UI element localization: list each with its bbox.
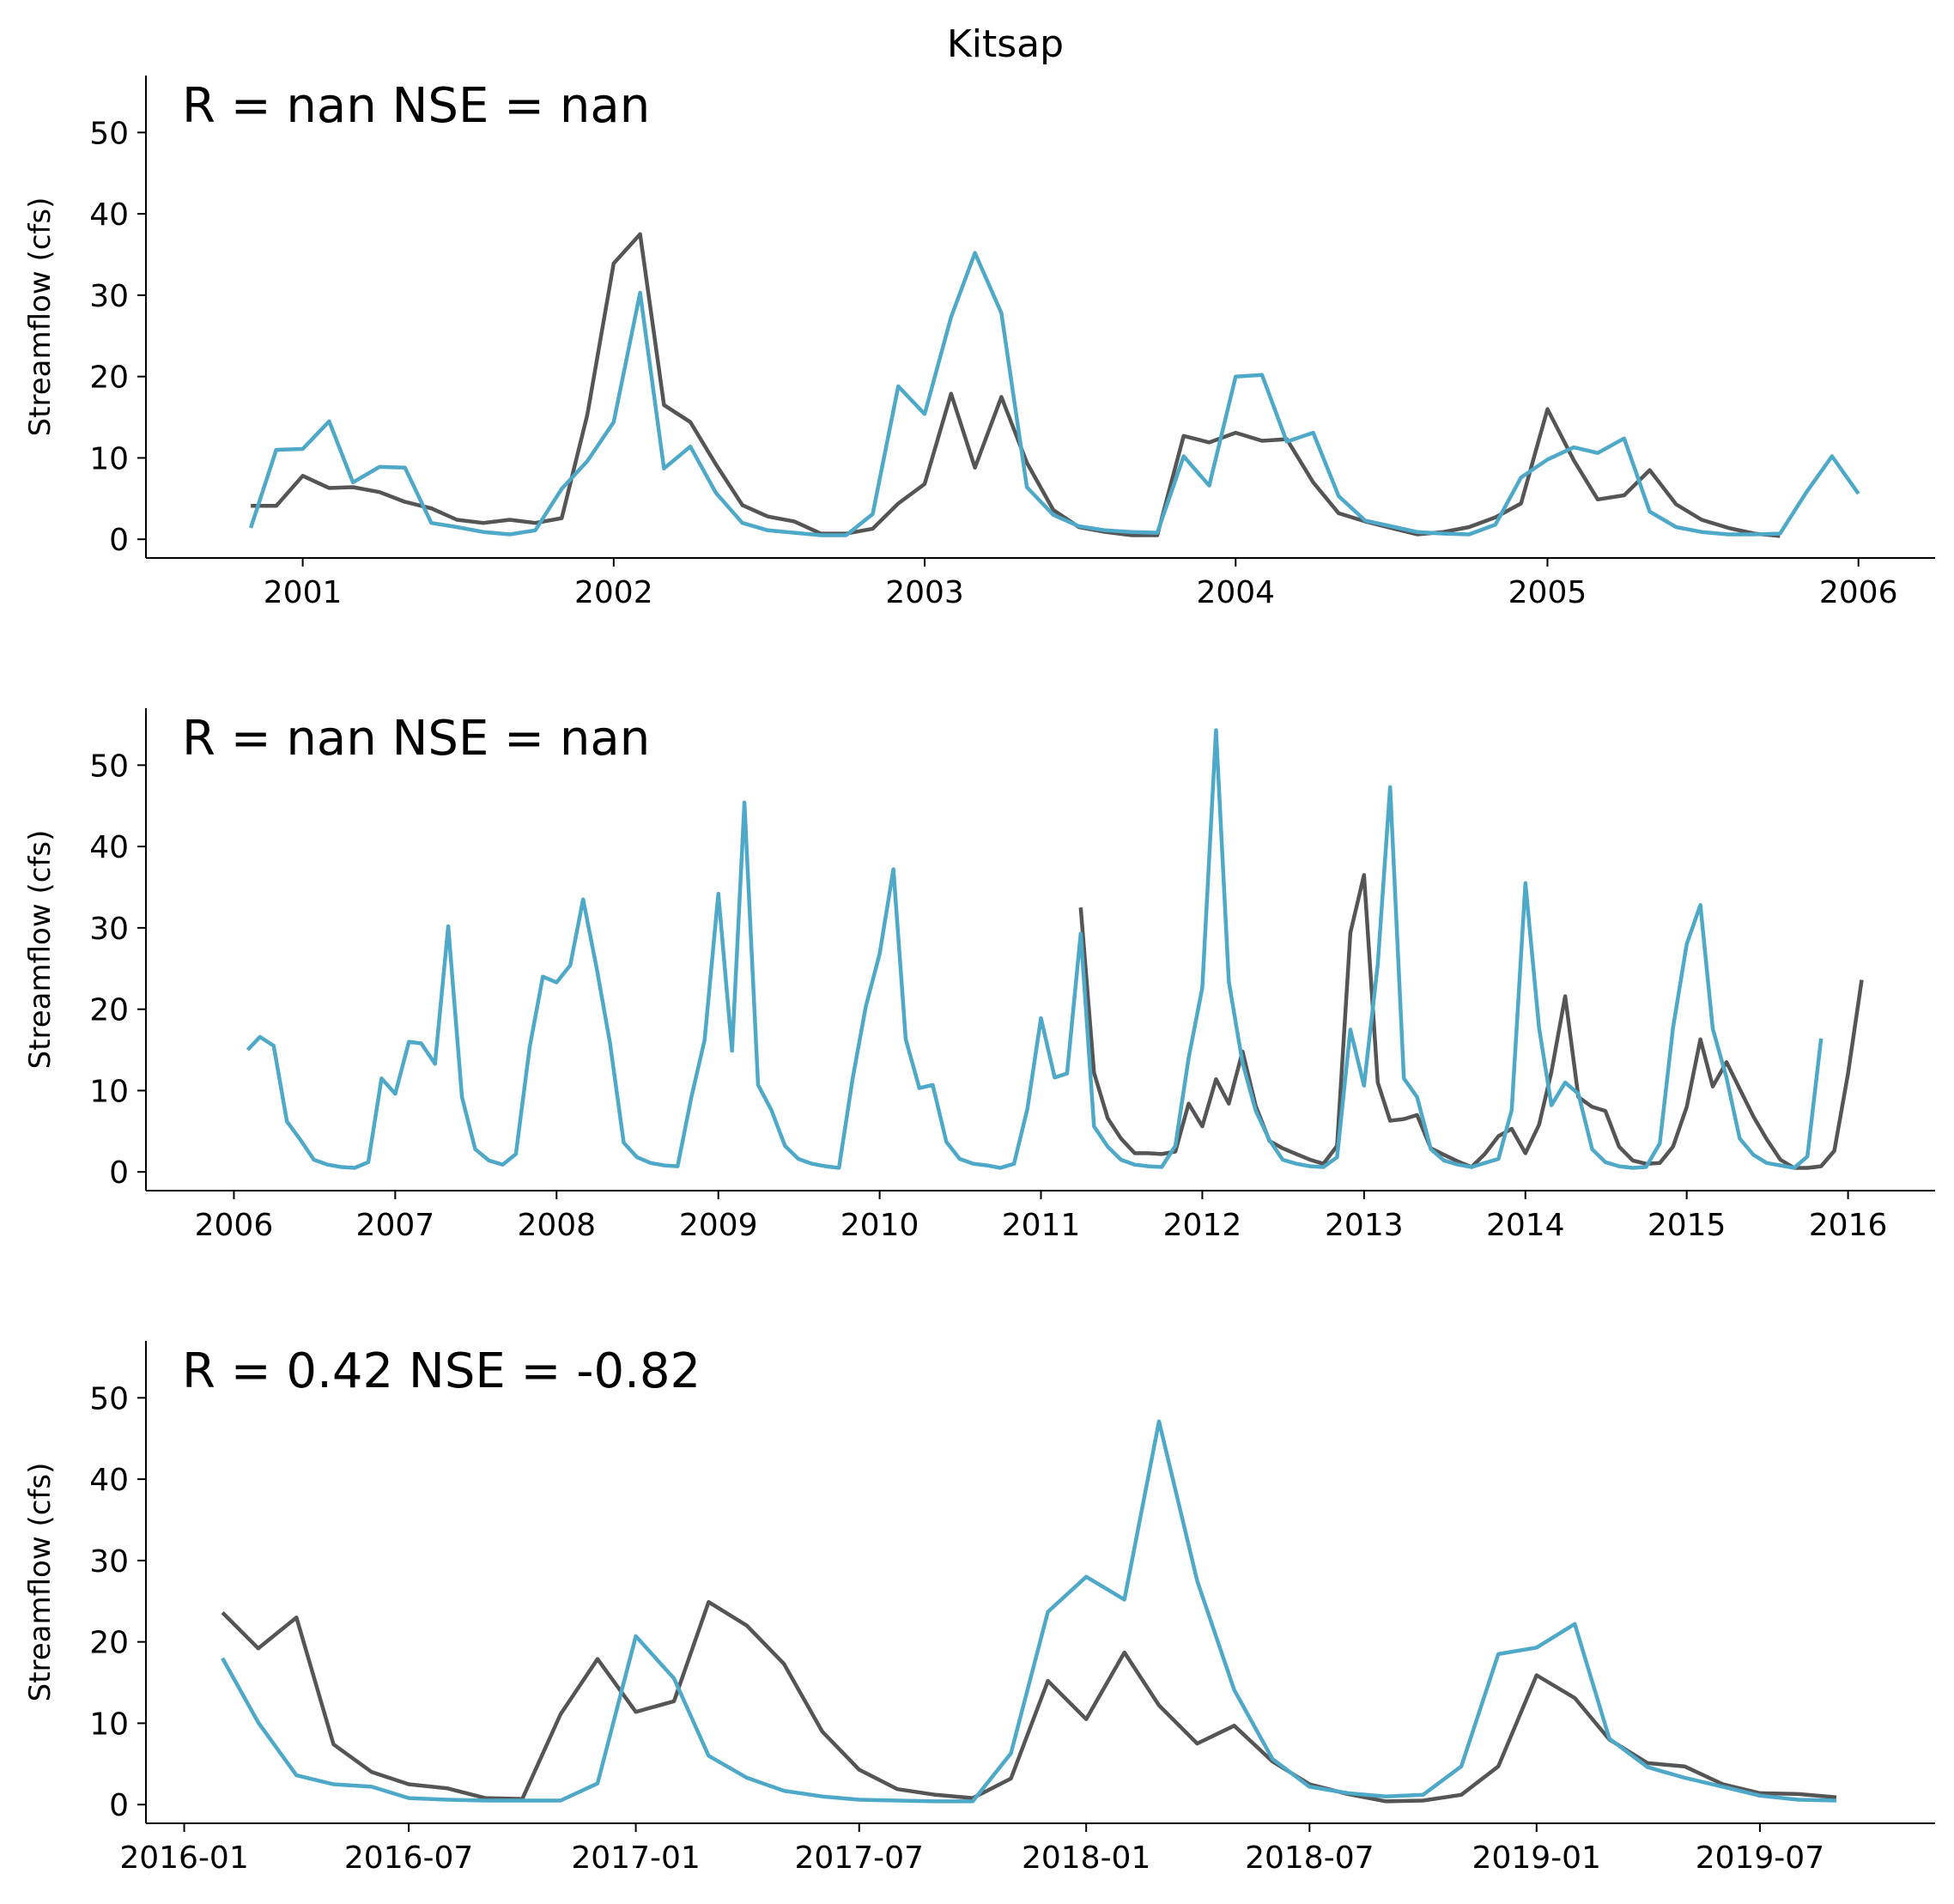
x-tick-label: 2003 — [885, 575, 964, 610]
y-tick-label: 20 — [89, 1626, 129, 1661]
x-tick-label: 2015 — [1648, 1208, 1726, 1243]
x-tick-label: 2019-01 — [1472, 1840, 1601, 1876]
y-axis-label: Streamflow (cfs) — [23, 197, 58, 437]
x-tick-label: 2004 — [1196, 575, 1275, 610]
x-tick-label: 2011 — [1002, 1208, 1081, 1243]
x-tick-label: 2012 — [1163, 1208, 1242, 1243]
observed-line — [221, 1599, 1837, 1804]
series-simulated — [248, 251, 1860, 537]
subplot-2016-2019: 0 10 20 30 40 50 2016-01 2016-07 2017-01 2017-07 2… — [23, 1341, 1935, 1876]
x-tick-label: 2019-07 — [1696, 1840, 1824, 1876]
observed-line — [1078, 873, 1864, 1170]
simulated-line — [246, 728, 1824, 1170]
y-tick-label: 40 — [89, 1463, 129, 1498]
x-tick-label: 2014 — [1486, 1208, 1565, 1243]
x-tick-label: 2005 — [1508, 575, 1587, 610]
y-tick-label: 30 — [89, 1544, 129, 1580]
x-tick-label: 2017-01 — [571, 1840, 700, 1876]
stats-annotation: R = nan NSE = nan — [182, 78, 650, 134]
subplot-2001-2006: 0 10 20 30 40 50 2001 2002 2003 2004 2005 2006 Strea… — [23, 76, 1935, 610]
simulated-line — [248, 251, 1860, 537]
series-simulated — [221, 1419, 1837, 1804]
y-tick-label: 40 — [89, 830, 129, 865]
y-tick-label: 10 — [89, 441, 129, 476]
y-tick-label: 40 — [89, 197, 129, 233]
y-tick-label: 30 — [89, 912, 129, 947]
y-tick-label: 0 — [109, 1788, 129, 1823]
observed-line — [251, 232, 1781, 538]
y-tick-label: 10 — [89, 1074, 129, 1109]
y-tick-label: 50 — [89, 749, 129, 784]
simulated-line — [221, 1419, 1837, 1804]
y-tick-label: 50 — [89, 116, 129, 151]
stats-annotation: R = 0.42 NSE = -0.82 — [182, 1343, 701, 1399]
x-tick-label: 2009 — [679, 1208, 758, 1243]
x-tick-label: 2016-07 — [344, 1840, 473, 1876]
x-tick-label: 2016-01 — [119, 1840, 248, 1876]
x-tick-label: 2018-01 — [1022, 1840, 1150, 1876]
x-tick-label: 2001 — [264, 575, 343, 610]
x-tick-label: 2016 — [1809, 1208, 1888, 1243]
x-tick-label: 2018-07 — [1245, 1840, 1374, 1876]
y-tick-label: 10 — [89, 1707, 129, 1742]
x-tick-label: 2006 — [195, 1208, 274, 1243]
subplot-2006-2016: 0 10 20 30 40 50 2006 2007 2008 2009 2010 2011 2012 2… — [23, 708, 1935, 1243]
x-tick-label: 2006 — [1819, 575, 1898, 610]
series-observed — [1078, 873, 1864, 1170]
series-observed — [221, 1599, 1837, 1804]
stats-annotation: R = nan NSE = nan — [182, 711, 650, 767]
figure-title: Kitsap — [947, 22, 1064, 66]
y-tick-label: 0 — [109, 523, 129, 558]
y-tick-label: 50 — [89, 1381, 129, 1416]
y-tick-label: 20 — [89, 993, 129, 1028]
x-tick-label: 2008 — [517, 1208, 596, 1243]
series-observed — [251, 232, 1781, 538]
y-axis-label: Streamflow (cfs) — [23, 1463, 58, 1702]
y-axis-label: Streamflow (cfs) — [23, 830, 58, 1070]
x-tick-label: 2013 — [1325, 1208, 1404, 1243]
series-simulated — [246, 728, 1824, 1170]
x-tick-label: 2010 — [840, 1208, 919, 1243]
y-tick-label: 20 — [89, 361, 129, 396]
x-tick-label: 2017-07 — [795, 1840, 924, 1876]
y-tick-label: 0 — [109, 1155, 129, 1191]
y-tick-label: 30 — [89, 279, 129, 314]
x-tick-label: 2007 — [356, 1208, 435, 1243]
x-tick-label: 2002 — [574, 575, 653, 610]
